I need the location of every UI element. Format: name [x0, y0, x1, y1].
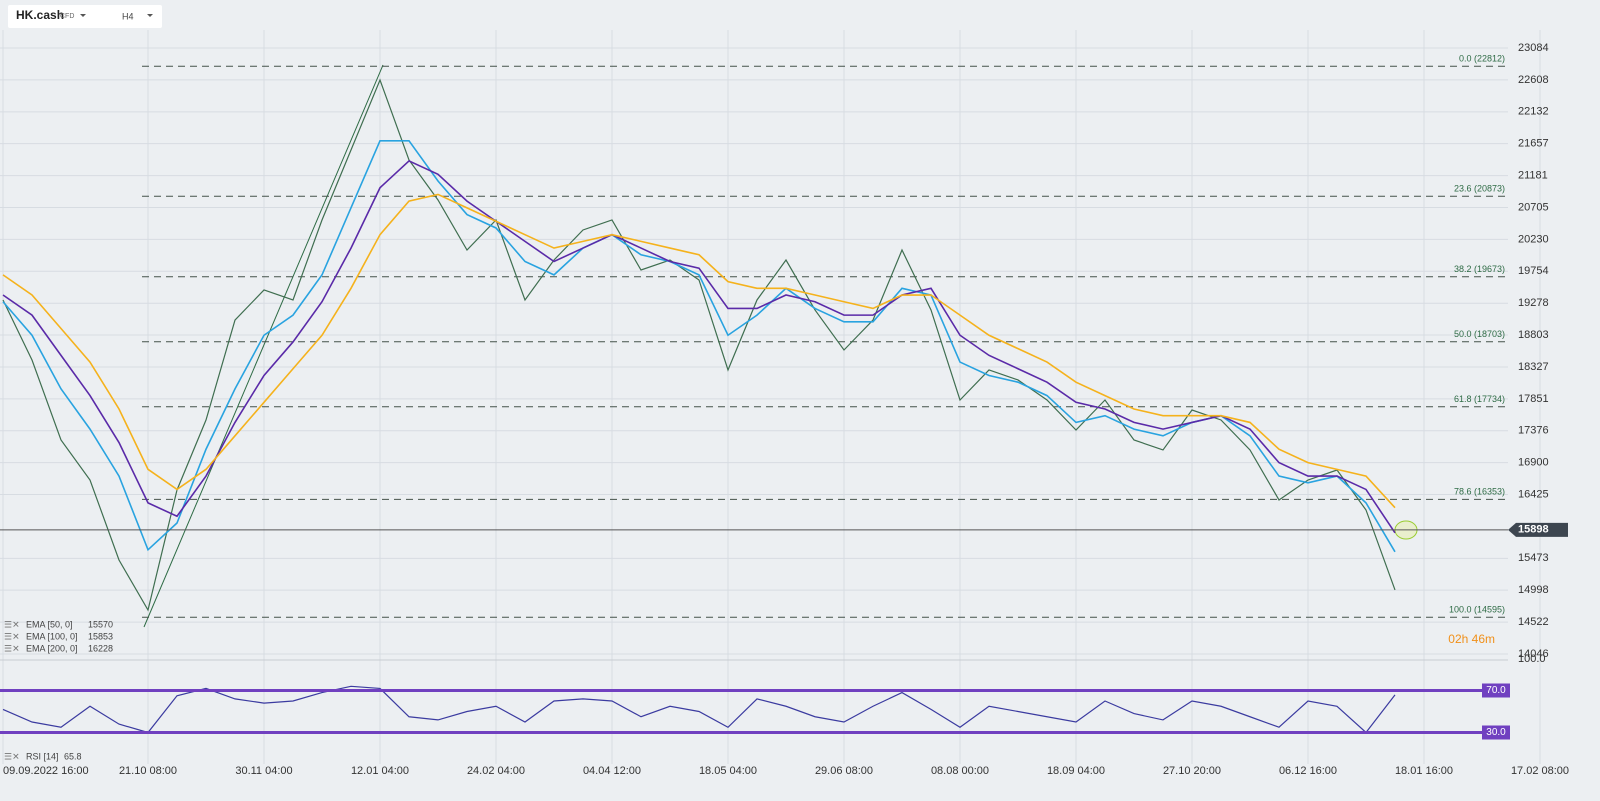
legend-name: RSI [14] — [26, 751, 59, 761]
x-tick-label: 04.04 12:00 — [583, 765, 641, 777]
fib-label: 100.0 (14595) — [1449, 605, 1505, 615]
x-tick-label: 18.05 04:00 — [699, 765, 757, 777]
x-tick-label: 27.10 20:00 — [1163, 765, 1221, 777]
fib-label: 23.6 (20873) — [1454, 184, 1505, 194]
legend-icon[interactable]: ☰✕ — [4, 631, 20, 641]
symbol-tag: CFD — [60, 13, 74, 20]
y-tick-label: 15473 — [1518, 552, 1549, 564]
x-tick-label: 12.01 04:00 — [351, 765, 409, 777]
fib-label: 38.2 (19673) — [1454, 264, 1505, 274]
y-tick-label: 20705 — [1518, 201, 1549, 213]
legend-name: EMA [50, 0] — [26, 619, 73, 629]
y-tick-label: 16900 — [1518, 457, 1549, 469]
x-tick-label: 17.02 08:00 — [1511, 765, 1569, 777]
y-tick-label: 22608 — [1518, 74, 1549, 86]
x-tick-label: 24.02 04:00 — [467, 765, 525, 777]
fib-label: 78.6 (16353) — [1454, 487, 1505, 497]
rsi-level-label: 30.0 — [1486, 727, 1506, 738]
legend-icon[interactable]: ☰✕ — [4, 751, 20, 761]
y-tick-label: 23084 — [1518, 42, 1549, 54]
x-tick-label: 18.09 04:00 — [1047, 765, 1105, 777]
x-tick-label: 06.12 16:00 — [1279, 765, 1337, 777]
dropdown-arrow[interactable] — [147, 14, 153, 17]
series-line — [2, 159, 1396, 534]
grid — [0, 30, 1541, 764]
y-tick-label: 20230 — [1518, 233, 1549, 245]
y-tick-label: 17851 — [1518, 393, 1549, 405]
fib-label: 61.8 (17734) — [1454, 394, 1505, 404]
y-tick-label: 14998 — [1518, 584, 1549, 596]
legend-name: EMA [200, 0] — [26, 643, 78, 653]
timeframe[interactable]: H4 — [122, 11, 134, 21]
legend-icon[interactable]: ☰✕ — [4, 619, 20, 629]
y-tick-label: 19754 — [1518, 265, 1549, 277]
current-price-tag — [1508, 522, 1568, 537]
current-price-label: 15898 — [1518, 524, 1549, 536]
rsi-level-tag — [1482, 725, 1510, 740]
legend-name: EMA [100, 0] — [26, 631, 78, 641]
fib-label: 0.0 (22812) — [1459, 54, 1505, 64]
fib-label: 50.0 (18703) — [1454, 329, 1505, 339]
rsi-level-label: 70.0 — [1486, 685, 1506, 696]
y-tick-label: 17376 — [1518, 425, 1549, 437]
x-tick-label: 08.08 00:00 — [931, 765, 989, 777]
series-line — [2, 685, 1396, 734]
rsi-tick-label: 100.0 — [1518, 653, 1546, 665]
legend-icon[interactable]: ☰✕ — [4, 643, 20, 653]
x-tick-label: 21.10 08:00 — [119, 765, 177, 777]
y-tick-label: 16425 — [1518, 488, 1549, 500]
y-tick-label: 22132 — [1518, 106, 1549, 118]
x-tick-label: 09.09.2022 16:00 — [3, 765, 89, 777]
rsi-level-tag — [1482, 683, 1510, 698]
countdown: 02h 46m — [1448, 632, 1495, 646]
y-tick-label: 18327 — [1518, 361, 1549, 373]
y-tick-label: 14046 — [1518, 648, 1549, 660]
legend-value: 15570 — [88, 619, 113, 629]
series-line — [2, 78, 1396, 612]
series-line — [2, 193, 1396, 509]
trend-line — [143, 64, 384, 628]
x-tick-label: 30.11 04:00 — [235, 765, 292, 777]
legend-value: 16228 — [88, 643, 113, 653]
y-tick-label: 21657 — [1518, 138, 1549, 150]
y-tick-label: 14522 — [1518, 616, 1549, 628]
dropdown-arrow[interactable] — [80, 14, 86, 17]
y-tick-label: 19278 — [1518, 297, 1549, 309]
y-tick-label: 18803 — [1518, 329, 1549, 341]
x-tick-label: 29.06 08:00 — [815, 765, 873, 777]
legend-value: 65.8 — [64, 751, 82, 761]
symbol-box[interactable] — [8, 5, 162, 28]
y-tick-label: 21181 — [1518, 170, 1548, 182]
series-line — [2, 139, 1396, 553]
x-tick-label: 18.01 16:00 — [1395, 765, 1453, 777]
legend-value: 15853 — [88, 631, 113, 641]
symbol[interactable]: HK.cash — [16, 8, 64, 22]
